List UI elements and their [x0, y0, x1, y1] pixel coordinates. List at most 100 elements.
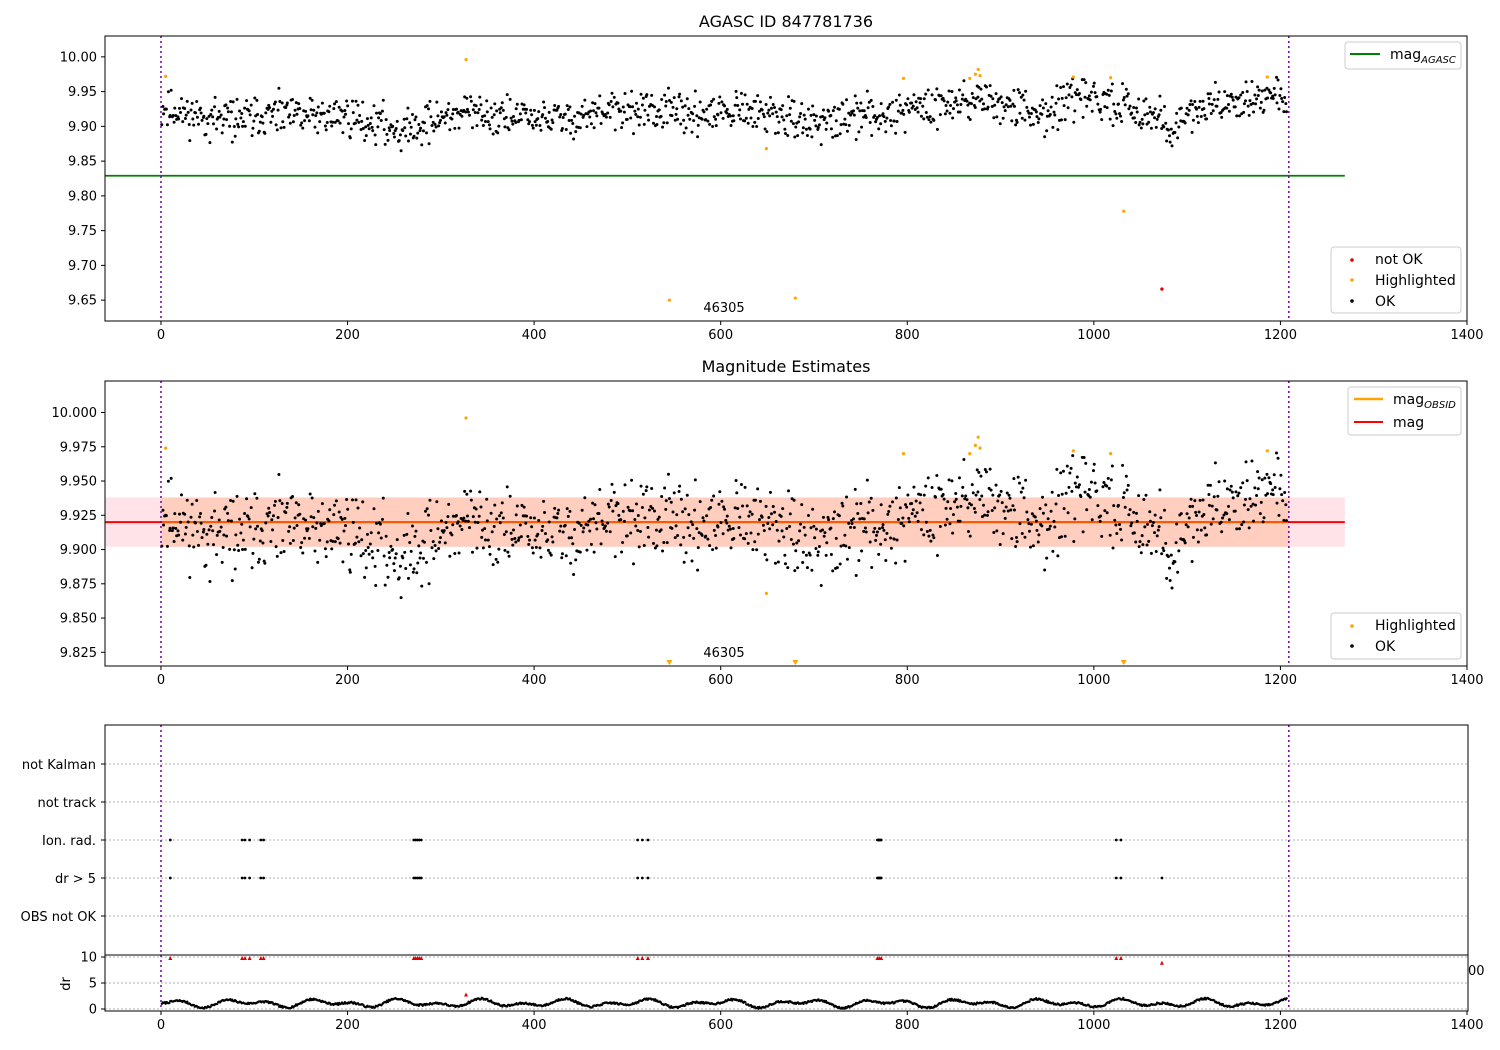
ok-point [173, 106, 177, 110]
ok-point [291, 539, 295, 543]
dr-point [824, 999, 828, 1003]
ok-point [843, 533, 847, 537]
ok-point [215, 127, 219, 131]
ok-point [1139, 126, 1143, 130]
ok-point [692, 536, 696, 540]
ok-point [1012, 477, 1016, 481]
flag-point [1119, 876, 1123, 880]
ok-point [169, 88, 173, 92]
ok-point [437, 124, 441, 128]
ok-point [1179, 512, 1183, 516]
ok-point [303, 536, 307, 540]
ok-point [1046, 109, 1050, 113]
ok-point [960, 97, 964, 101]
ok-point [638, 529, 642, 533]
ok-point [496, 560, 500, 564]
ok-point [1225, 487, 1229, 491]
ok-point [498, 111, 502, 115]
ok-point [281, 120, 285, 124]
ok-point [964, 494, 968, 498]
ok-point [885, 116, 889, 120]
ok-point [888, 504, 892, 508]
y-tick-label: 9.900 [60, 543, 97, 558]
ok-point [761, 112, 765, 116]
ok-point [592, 517, 596, 521]
ok-point [536, 117, 540, 121]
ok-point [1193, 100, 1197, 104]
ok-point [274, 123, 278, 127]
ok-point [1034, 110, 1038, 114]
ok-point [850, 111, 854, 115]
ok-point [1120, 538, 1124, 542]
ok-point [1044, 102, 1048, 106]
ok-point [492, 113, 496, 117]
ok-point [243, 512, 247, 516]
ok-point [756, 487, 760, 491]
ok-point [732, 119, 736, 123]
ok-point [278, 499, 282, 503]
ok-point [1098, 110, 1102, 114]
svg-text:magAGASC: magAGASC [1390, 47, 1456, 66]
ok-point [170, 529, 174, 533]
ok-point [1054, 101, 1058, 105]
ok-point [460, 114, 464, 118]
ok-point [607, 103, 611, 107]
ok-point [757, 518, 761, 522]
ok-point [1024, 478, 1028, 482]
ok-point [391, 548, 395, 552]
ok-point [177, 512, 181, 516]
ok-point [229, 110, 233, 114]
ok-point [834, 119, 838, 123]
ok-point [387, 126, 391, 130]
ok-point [919, 528, 923, 532]
ok-point [172, 539, 176, 543]
ok-point [684, 126, 688, 130]
ok-point [1070, 489, 1074, 493]
ok-point [418, 556, 422, 560]
ok-point [325, 120, 329, 124]
ok-point [696, 568, 700, 572]
ok-point [266, 514, 270, 518]
ok-point [483, 114, 487, 118]
ok-point [1021, 93, 1025, 97]
ok-point [237, 125, 241, 129]
ok-point [474, 507, 478, 511]
ok-point [1195, 514, 1199, 518]
ok-point [606, 111, 610, 115]
ok-point [363, 575, 367, 579]
ok-point [1132, 106, 1136, 110]
ok-point [210, 516, 214, 520]
ok-point [764, 102, 768, 106]
ok-point [779, 514, 783, 518]
ok-point [333, 540, 337, 544]
ok-point [700, 117, 704, 121]
ok-point [712, 115, 716, 119]
flag-row-label: OBS not OK [21, 910, 97, 925]
ok-point [1143, 113, 1147, 117]
ok-point [1010, 537, 1014, 541]
y-tick-label: 10.00 [60, 50, 97, 65]
ok-point [1225, 106, 1229, 110]
ok-point [298, 512, 302, 516]
ok-point [374, 584, 378, 588]
ok-point [161, 508, 165, 512]
ok-point [863, 526, 867, 530]
ok-point [204, 132, 208, 136]
ok-point [695, 114, 699, 118]
ok-point [493, 503, 497, 507]
ok-point [891, 500, 895, 504]
ok-point [631, 562, 635, 566]
ok-point [1006, 105, 1010, 109]
ok-point [276, 108, 280, 112]
ok-point [392, 569, 396, 573]
ok-point [256, 524, 260, 528]
ok-point [841, 102, 845, 106]
ok-point [977, 85, 981, 89]
ok-point [835, 134, 839, 138]
ok-point [543, 116, 547, 120]
ok-point [986, 510, 990, 514]
ok-point [559, 524, 563, 528]
ok-point [996, 100, 1000, 104]
ok-point [1121, 98, 1125, 102]
ok-point [661, 549, 665, 553]
